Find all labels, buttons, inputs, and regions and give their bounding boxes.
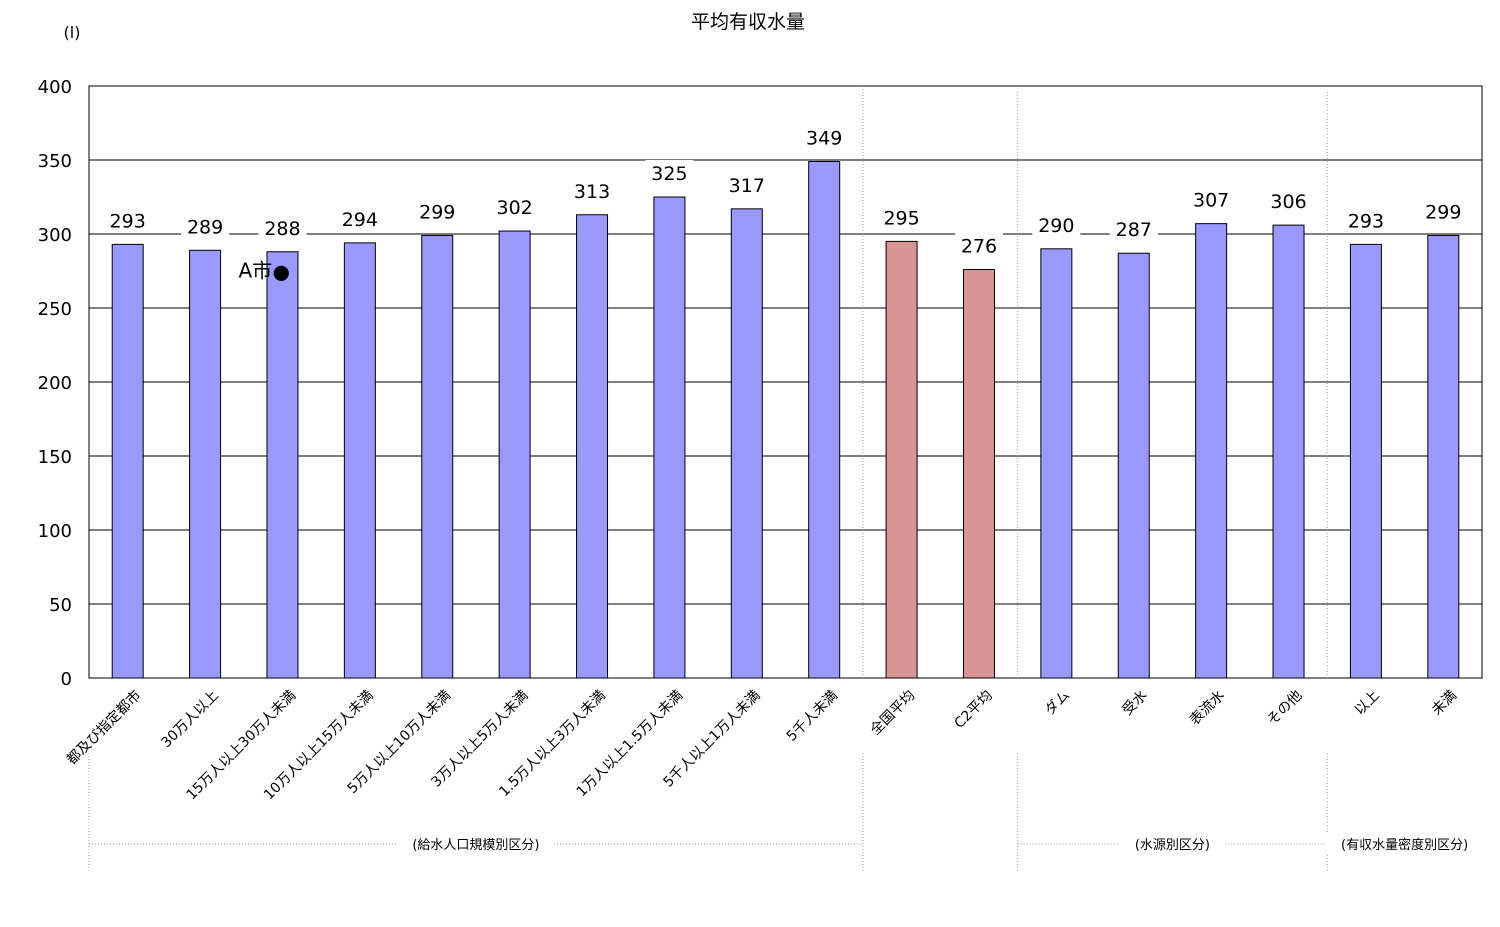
y-tick-label: 300 [38, 225, 72, 246]
value-label-bg [103, 207, 152, 234]
plot-frame [88, 85, 1483, 679]
bar [1272, 224, 1305, 679]
value-label: 317 [729, 175, 765, 197]
bar [885, 240, 918, 679]
value-label: 294 [342, 209, 378, 231]
value-label-bg [1109, 216, 1158, 243]
bar [189, 249, 222, 679]
value-label-bg [954, 232, 1003, 259]
value-label: 306 [1270, 191, 1306, 213]
x-tick-label: C2平均 [951, 688, 995, 732]
value-label: 295 [883, 207, 919, 229]
group-label-bg [1119, 834, 1225, 854]
bar [343, 242, 376, 679]
annotation: A市 ● [238, 259, 289, 284]
annotation-label: A市 [238, 259, 272, 283]
bar [421, 234, 454, 679]
y-tick-label: 100 [38, 521, 72, 542]
x-tick-label: 5千人未満 [784, 688, 841, 745]
value-label-bg [722, 171, 771, 198]
value-label-bg [181, 213, 230, 240]
value-label: 276 [961, 236, 997, 258]
bar [1349, 243, 1382, 679]
x-tick-label: 都及び指定都市 [63, 687, 144, 768]
value-label-bg [1187, 186, 1236, 213]
x-axis: 都及び指定都市 30万人以上15万人以上30万人未満10万人以上15万人未満5万人… [63, 687, 1460, 803]
value-label-bg [1032, 211, 1081, 238]
group-label: (有収水量密度別区分) [1341, 837, 1468, 853]
y-tick-label: 150 [38, 447, 72, 468]
bar [266, 251, 299, 679]
bar [730, 208, 763, 679]
value-label-bg [645, 160, 694, 186]
x-tick-label: 受水 [1119, 688, 1150, 719]
bar [576, 214, 609, 679]
x-tick-label: 30万人以上 [158, 688, 222, 752]
y-tick-label: 200 [38, 373, 72, 394]
value-label: 288 [264, 218, 300, 240]
bar [1195, 223, 1228, 679]
value-label-bg [877, 204, 926, 231]
x-tick-label: 以上 [1352, 688, 1383, 719]
value-label-bg [490, 194, 539, 221]
y-tick-label: 350 [38, 151, 72, 172]
bar [1040, 248, 1073, 679]
value-label-bg [413, 198, 462, 225]
gridlines [88, 85, 1483, 679]
value-label-bg [1341, 207, 1390, 234]
x-tick-label: 全国平均 [867, 687, 919, 739]
value-label: 313 [574, 181, 610, 203]
group-label: (給水人口規模別区分) [412, 838, 539, 853]
value-label: 299 [419, 201, 455, 223]
group-label-bg [397, 834, 555, 854]
value-label-bg [1264, 188, 1313, 215]
value-label-bg [800, 124, 849, 151]
group-label-bg [1326, 834, 1484, 854]
value-label-bg [258, 214, 307, 241]
y-tick-label: 400 [38, 77, 72, 98]
chart-title: 平均有収水量 [691, 11, 805, 33]
y-axis: 0 50 100 150 200 250 300 350 400 [38, 77, 72, 690]
value-label-bg [335, 205, 384, 232]
annotation-marker: ● [272, 260, 289, 284]
value-label: 349 [806, 127, 842, 149]
y-tick-label: 250 [38, 299, 72, 320]
value-label: 293 [1348, 210, 1384, 232]
bar [498, 230, 531, 679]
value-label-bg [1419, 198, 1468, 225]
value-label: 307 [1193, 190, 1229, 212]
x-tick-label: 表流水 [1187, 688, 1228, 729]
value-label: 290 [1038, 215, 1074, 237]
value-label: 293 [110, 210, 146, 232]
bar [1427, 234, 1460, 679]
group-label: (水源別区分) [1135, 838, 1210, 853]
bars [111, 160, 1460, 679]
y-tick-label: 50 [49, 595, 72, 616]
value-label: 289 [187, 216, 223, 238]
x-tick-label: 未満 [1429, 688, 1460, 719]
value-label: 287 [1116, 219, 1152, 241]
value-label-bg [568, 177, 617, 204]
value-label: 325 [651, 163, 687, 185]
bar [111, 243, 144, 679]
y-unit-label: (l) [64, 23, 81, 42]
category-groups: (給水人口規模別区分) (水源別区分) (有収水量密度別区分) [89, 834, 1484, 854]
bar [808, 160, 841, 679]
x-tick-label: ダム [1042, 688, 1073, 719]
bar [1117, 252, 1150, 679]
value-label: 299 [1425, 201, 1461, 223]
x-tick-label: その他 [1264, 688, 1305, 729]
value-labels: 293 289 288 294 299 302 313 325 317 349 295 276 290 2… [103, 124, 1468, 259]
value-label: 302 [497, 197, 533, 219]
bar [653, 196, 686, 679]
bar [962, 269, 995, 679]
y-tick-label: 0 [61, 669, 72, 690]
